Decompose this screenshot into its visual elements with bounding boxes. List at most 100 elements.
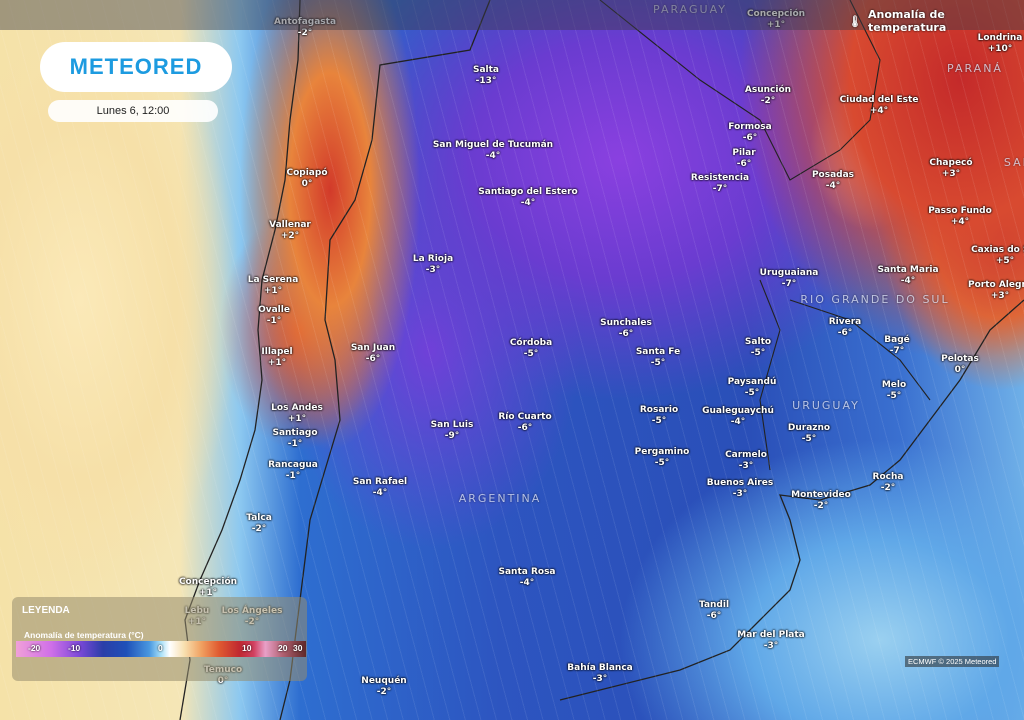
forecast-datetime[interactable]: Lunes 6, 12:00 bbox=[48, 100, 218, 122]
city-name: Posadas bbox=[811, 170, 855, 180]
city-label[interactable]: Neuquén -2° bbox=[361, 676, 406, 698]
city-label[interactable]: Gualeguaychú -4° bbox=[702, 406, 774, 428]
city-name: Durazno bbox=[787, 423, 831, 433]
city-label[interactable]: Copiapó 0° bbox=[286, 168, 327, 190]
city-label[interactable]: Carmelo -3° bbox=[725, 450, 767, 472]
city-label[interactable]: Montevideo -2° bbox=[791, 490, 851, 512]
city-label[interactable]: La Serena +1° bbox=[248, 275, 299, 297]
city-label[interactable]: Sunchales -6° bbox=[600, 318, 652, 340]
city-name: Sunchales bbox=[600, 318, 652, 328]
city-label[interactable]: Concepción +1° bbox=[179, 577, 237, 599]
city-name: Bagé bbox=[884, 335, 910, 345]
city-name: Montevideo bbox=[791, 490, 851, 500]
city-name: Rocha bbox=[872, 472, 904, 482]
scale-tick: -20 bbox=[28, 643, 41, 653]
city-label[interactable]: Pilar -6° bbox=[732, 148, 755, 170]
city-label[interactable]: Pelotas 0° bbox=[941, 354, 979, 376]
city-anomaly-value: -7° bbox=[712, 184, 728, 194]
city-label[interactable]: Concepción +1° bbox=[747, 9, 805, 31]
city-label[interactable]: Bahía Blanca -3° bbox=[567, 663, 632, 685]
city-label[interactable]: La Rioja -3° bbox=[413, 254, 453, 276]
city-anomaly-value: -4° bbox=[520, 198, 536, 208]
city-label[interactable]: Rivera -6° bbox=[829, 317, 862, 339]
city-label[interactable]: Londrina +10° bbox=[978, 33, 1023, 55]
city-label[interactable]: Los Andes +1° bbox=[271, 403, 323, 425]
city-anomaly-value: -2° bbox=[813, 501, 829, 511]
city-name: Asunción bbox=[744, 85, 792, 95]
scale-tick: 20 bbox=[278, 643, 288, 653]
city-label[interactable]: Rosario -5° bbox=[640, 405, 678, 427]
city-label[interactable]: Salto -5° bbox=[745, 337, 771, 359]
city-label[interactable]: Chapecó +3° bbox=[929, 158, 972, 180]
scale-tick: 0 bbox=[158, 643, 163, 653]
city-name: Ciudad del Este bbox=[839, 95, 919, 105]
city-label[interactable]: Formosa -6° bbox=[728, 122, 771, 144]
city-name: Santa Maria bbox=[877, 265, 939, 275]
city-label[interactable]: Antofagasta -2° bbox=[274, 17, 336, 39]
city-anomaly-value: -6° bbox=[618, 329, 634, 339]
city-label[interactable]: Melo -5° bbox=[882, 380, 906, 402]
city-name: Bahía Blanca bbox=[567, 663, 633, 673]
scale-tick: 10 bbox=[242, 643, 252, 653]
city-label[interactable]: Vallenar +2° bbox=[269, 220, 311, 242]
city-label[interactable]: Salta -13° bbox=[473, 65, 499, 87]
city-anomaly-value: -1° bbox=[266, 316, 282, 326]
city-label[interactable]: Passo Fundo +4° bbox=[928, 206, 992, 228]
city-anomaly-value: -6° bbox=[742, 133, 758, 143]
city-label[interactable]: Resistencia -7° bbox=[691, 173, 749, 195]
city-label[interactable]: Ovalle -1° bbox=[258, 305, 290, 327]
city-label[interactable]: Asunción -2° bbox=[745, 85, 791, 107]
city-name: San Rafael bbox=[352, 477, 408, 487]
city-label[interactable]: San Juan -6° bbox=[351, 343, 395, 365]
city-label[interactable]: Caxias do Sul+5° bbox=[971, 245, 1024, 267]
city-anomaly-value: -6° bbox=[517, 423, 533, 433]
city-anomaly-value: -4° bbox=[900, 276, 916, 286]
city-anomaly-value: -9° bbox=[444, 431, 460, 441]
city-label[interactable]: Porto Alegre+3° bbox=[968, 280, 1024, 302]
city-label[interactable]: Durazno -5° bbox=[788, 423, 830, 445]
city-name: La Rioja bbox=[412, 254, 454, 264]
city-name: Caxias do Sul bbox=[971, 245, 1024, 255]
city-label[interactable]: Pergamino -5° bbox=[635, 447, 690, 469]
city-label[interactable]: Illapel +1° bbox=[261, 347, 292, 369]
city-label[interactable]: Rancagua -1° bbox=[268, 460, 318, 482]
city-name: Resistencia bbox=[690, 173, 750, 183]
region-label: RIO GRANDE DO SUL bbox=[800, 293, 950, 306]
city-label[interactable]: Santa Rosa -4° bbox=[498, 567, 555, 589]
city-anomaly-value: -7° bbox=[889, 346, 905, 356]
city-label[interactable]: Santiago del Estero -4° bbox=[478, 187, 577, 209]
city-anomaly-value: -4° bbox=[730, 417, 746, 427]
city-label[interactable]: Mar del Plata -3° bbox=[737, 630, 805, 652]
city-label[interactable]: Paysandú -5° bbox=[728, 377, 777, 399]
city-label[interactable]: San Miguel de Tucumán -4° bbox=[433, 140, 553, 162]
city-label[interactable]: Santiago -1° bbox=[272, 428, 317, 450]
city-label[interactable]: Talca -2° bbox=[246, 513, 272, 535]
city-label[interactable]: Santa Maria -4° bbox=[877, 265, 938, 287]
city-anomaly-value: -3° bbox=[425, 265, 441, 275]
credit-text: ECMWF © 2025 Meteored bbox=[905, 656, 1000, 667]
city-label[interactable]: Buenos Aires -3° bbox=[707, 478, 773, 500]
city-label[interactable]: Tandil -6° bbox=[699, 600, 729, 622]
meteored-logo[interactable]: METEORED bbox=[40, 42, 232, 92]
city-label[interactable]: Uruguaiana -7° bbox=[760, 268, 819, 290]
city-label[interactable]: Posadas -4° bbox=[812, 170, 854, 192]
city-label[interactable]: Ciudad del Este +4° bbox=[840, 95, 919, 117]
city-label[interactable]: San Luis -9° bbox=[431, 420, 474, 442]
city-anomaly-value: -5° bbox=[744, 388, 760, 398]
city-anomaly-value: -3° bbox=[592, 674, 608, 684]
scale-tick: -10 bbox=[68, 643, 81, 653]
city-label[interactable]: Córdoba -5° bbox=[510, 338, 552, 360]
city-anomaly-value: -7° bbox=[781, 279, 797, 289]
city-label[interactable]: Río Cuarto -6° bbox=[498, 412, 551, 434]
city-label[interactable]: Bagé -7° bbox=[884, 335, 909, 357]
city-label[interactable]: Santa Fe -5° bbox=[636, 347, 680, 369]
city-name: Rancagua bbox=[268, 460, 318, 470]
city-label[interactable]: Rocha -2° bbox=[873, 472, 904, 494]
city-anomaly-value: +1° bbox=[287, 414, 307, 424]
city-anomaly-value: -4° bbox=[825, 181, 841, 191]
city-anomaly-value: -4° bbox=[372, 488, 388, 498]
city-label[interactable]: San Rafael -4° bbox=[353, 477, 407, 499]
city-name: Mar del Plata bbox=[737, 630, 805, 640]
atlantic-coastline bbox=[559, 299, 1024, 701]
city-anomaly-value: -6° bbox=[736, 159, 752, 169]
